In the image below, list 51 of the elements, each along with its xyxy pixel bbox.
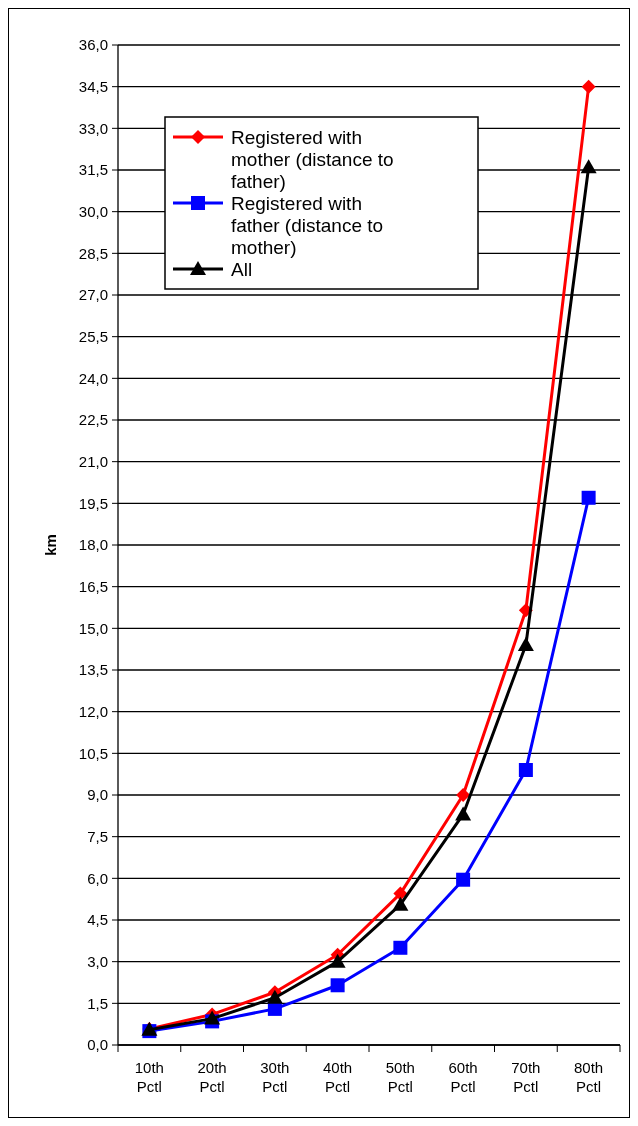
- y-tick-label: 28,5: [78, 244, 108, 262]
- y-tick-label: 25,5: [78, 327, 108, 345]
- point: [392, 896, 409, 911]
- point: [329, 953, 346, 968]
- y-tick-label: 13,5: [78, 661, 108, 679]
- y-tick-label: 18,0: [78, 536, 108, 554]
- y-tick-label: 21,0: [78, 452, 108, 470]
- y-axis-title: km: [42, 534, 59, 556]
- point: [330, 978, 345, 993]
- x-tick-label: 40th Pctl: [323, 1059, 353, 1095]
- x-tick-label: 10th Pctl: [134, 1059, 164, 1095]
- y-tick-label: 24,0: [78, 369, 108, 387]
- y-tick-label: 22,5: [78, 411, 108, 429]
- x-tick-label: 60th Pctl: [448, 1059, 478, 1095]
- y-tick-label: 0,0: [87, 1036, 108, 1054]
- y-tick-label: 4,5: [87, 911, 108, 929]
- legend-label: Registered with father (distance to mother): [231, 193, 384, 258]
- y-tick-label: 16,5: [78, 577, 108, 595]
- point: [518, 763, 533, 777]
- point: [581, 490, 596, 505]
- point: [455, 806, 472, 821]
- x-tick-label: 30th Pctl: [260, 1059, 290, 1095]
- y-tick-label: 6,0: [87, 869, 108, 887]
- y-tick-label: 33,0: [78, 119, 108, 137]
- y-tick-label: 31,5: [78, 161, 108, 179]
- x-tick-label: 70th Pctl: [511, 1059, 541, 1095]
- x-tick-label: 20th Pctl: [197, 1059, 227, 1095]
- y-tick-label: 3,0: [87, 952, 108, 970]
- point: [393, 940, 408, 955]
- point: [393, 886, 408, 901]
- y-tick-label: 36,0: [78, 36, 108, 54]
- y-tick-label: 7,5: [87, 827, 108, 845]
- y-tick-label: 1,5: [87, 994, 108, 1012]
- point: [580, 159, 597, 174]
- y-tick-label: 34,5: [78, 77, 108, 95]
- x-tick-label: 80th Pctl: [574, 1059, 604, 1095]
- point: [456, 872, 471, 887]
- legend-label: Registered with mother (distance to father): [231, 127, 394, 192]
- legend-label: All: [231, 259, 253, 280]
- y-tick-label: 10,5: [78, 744, 108, 762]
- point: [517, 637, 534, 651]
- point: [581, 79, 596, 94]
- y-tick-label: 30,0: [78, 202, 108, 220]
- point: [266, 989, 283, 1004]
- y-tick-label: 19,5: [78, 494, 108, 512]
- y-tick-label: 9,0: [87, 786, 108, 804]
- y-tick-label: 15,0: [78, 619, 108, 637]
- y-tick-label: 12,0: [78, 702, 108, 720]
- point: [456, 788, 471, 802]
- y-tick-label: 27,0: [78, 286, 108, 304]
- x-tick-label: 50th Pctl: [385, 1059, 415, 1095]
